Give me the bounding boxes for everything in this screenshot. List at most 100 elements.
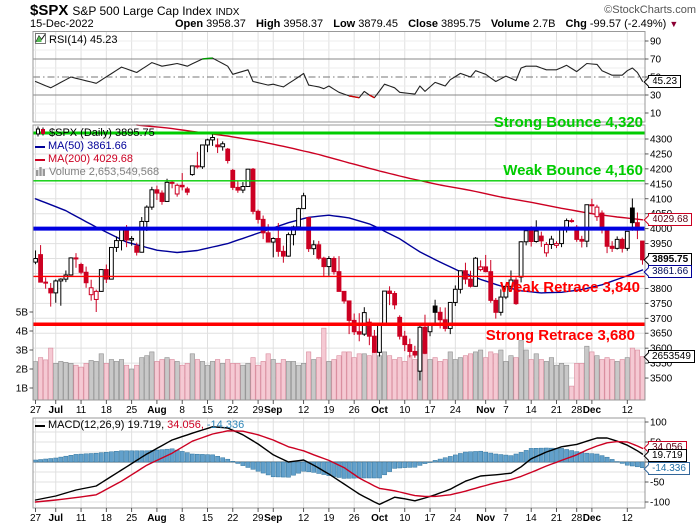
chg-down-arrow-icon: ▼: [669, 19, 679, 29]
price-legend-volume: Volume 2,653,549,568: [49, 166, 160, 178]
svg-text:15: 15: [202, 513, 214, 524]
svg-text:12: 12: [298, 405, 310, 416]
annotation-strong-bounce: Strong Bounce 4,320: [493, 114, 643, 131]
open-value: 3958.37: [206, 18, 246, 30]
svg-text:3B: 3B: [16, 346, 29, 357]
svg-text:90: 90: [650, 37, 662, 48]
svg-text:28: 28: [571, 405, 583, 416]
svg-text:27: 27: [30, 513, 42, 524]
svg-text:21: 21: [551, 513, 563, 524]
svg-text:Dec: Dec: [583, 513, 602, 524]
price-legend-ma200: MA(200) 4029.68: [48, 153, 133, 165]
rsi-value-box: 45.23: [648, 75, 682, 88]
svg-text:4300: 4300: [650, 135, 673, 146]
svg-text:12: 12: [298, 513, 310, 524]
svg-text:4B: 4B: [16, 327, 29, 338]
svg-text:19: 19: [323, 513, 335, 524]
ma200-value-box: 4029.68: [648, 213, 693, 226]
price-legend-ma50: MA(50) 3861.66: [48, 140, 127, 152]
candles: [33, 131, 645, 381]
macd-legend-hist: -14.336: [206, 419, 245, 431]
svg-text:11: 11: [76, 405, 87, 416]
ma50-swatch-icon: [35, 145, 45, 148]
svg-text:3550: 3550: [650, 359, 673, 370]
svg-text:3750: 3750: [650, 299, 673, 310]
svg-text:7: 7: [503, 513, 509, 524]
price-legend: $SPX (Daily) 3895.75 MA(50) 3861.66 MA(2…: [35, 126, 160, 180]
svg-text:14: 14: [526, 405, 538, 416]
quote-date: 15-Dec-2022: [30, 18, 94, 30]
svg-text:Oct: Oct: [371, 513, 388, 524]
high-label: High: [255, 18, 281, 30]
volume-bars-icon: [35, 165, 46, 180]
low-value: 3879.45: [358, 18, 398, 30]
volume-value: 2.7B: [532, 18, 556, 30]
svg-text:Dec: Dec: [583, 405, 602, 416]
symbol: $SPX: [30, 2, 69, 19]
svg-text:22: 22: [227, 405, 239, 416]
rsi-icon: [35, 33, 46, 48]
svg-text:18: 18: [101, 513, 113, 524]
annotation-strong-retrace: Strong Retrace 3,680: [485, 327, 635, 344]
svg-text:24: 24: [450, 513, 462, 524]
svg-text:17: 17: [424, 405, 436, 416]
svg-text:11: 11: [76, 513, 87, 524]
svg-text:Sep: Sep: [264, 405, 282, 416]
stockcharts-brand: ©StockCharts.com: [604, 4, 696, 16]
rsi-legend-label: RSI(14) 45.23: [49, 34, 118, 46]
svg-text:12: 12: [622, 405, 634, 416]
svg-text:14: 14: [526, 513, 538, 524]
svg-text:15: 15: [202, 405, 214, 416]
candlestick-icon: [35, 126, 46, 141]
svg-text:10: 10: [399, 513, 411, 524]
svg-text:Nov: Nov: [476, 513, 495, 524]
svg-text:8: 8: [179, 513, 185, 524]
chg-value: -99.57 (-2.49%): [589, 18, 667, 30]
level-lines: [33, 131, 645, 327]
svg-text:10: 10: [650, 109, 662, 120]
svg-text:27: 27: [30, 405, 42, 416]
rsi-plot: [34, 57, 644, 99]
high-value: 3958.37: [283, 18, 324, 30]
volume-bars: [33, 327, 645, 401]
svg-text:22: 22: [227, 513, 239, 524]
pane-borders: [32, 31, 646, 509]
macd-swatch-icon: [35, 424, 45, 427]
svg-text:-50: -50: [650, 478, 665, 489]
svg-text:3700: 3700: [650, 314, 673, 325]
svg-text:8: 8: [179, 405, 185, 416]
close-label: Close: [408, 18, 439, 30]
svg-text:2B: 2B: [16, 365, 29, 376]
chart-title-row: $SPX S&P 500 Large Cap Index INDX: [30, 2, 239, 20]
svg-text:Nov: Nov: [476, 405, 495, 416]
rsi-legend: RSI(14) 45.23: [35, 33, 118, 48]
svg-text:30: 30: [650, 91, 662, 102]
ma50-value-box: 3861.66: [648, 265, 693, 278]
macd-legend-name: MACD(12,26,9) 19.719,: [48, 419, 165, 431]
svg-text:18: 18: [101, 405, 113, 416]
svg-text:24: 24: [450, 405, 462, 416]
svg-text:29: 29: [253, 405, 265, 416]
svg-text:4150: 4150: [650, 179, 673, 190]
macd-legend: MACD(12,26,9) 19.719, 34.056, -14.336: [35, 419, 244, 432]
svg-text:3500: 3500: [650, 374, 673, 385]
macd-value-box: 19.719: [648, 449, 687, 462]
macd-plot: [33, 426, 645, 506]
svg-text:10: 10: [399, 405, 411, 416]
svg-text:28: 28: [571, 513, 583, 524]
price-legend-symbol: $SPX (Daily) 3895.75: [49, 127, 155, 139]
open-label: Open: [175, 18, 204, 30]
svg-text:Jul: Jul: [49, 405, 64, 416]
svg-text:3800: 3800: [650, 284, 673, 295]
annotation-weak-retrace: Weak Retrace 3,840: [500, 279, 640, 296]
svg-text:5B: 5B: [16, 308, 29, 319]
svg-text:3950: 3950: [650, 239, 673, 250]
ma200-swatch-icon: [35, 158, 45, 161]
macd-hist-value-box: -14.336: [648, 462, 690, 475]
svg-text:-100: -100: [650, 498, 670, 509]
svg-text:Aug: Aug: [147, 513, 166, 524]
close-value: 3895.75: [441, 18, 481, 30]
svg-text:Oct: Oct: [371, 405, 388, 416]
svg-text:1B: 1B: [16, 384, 29, 395]
